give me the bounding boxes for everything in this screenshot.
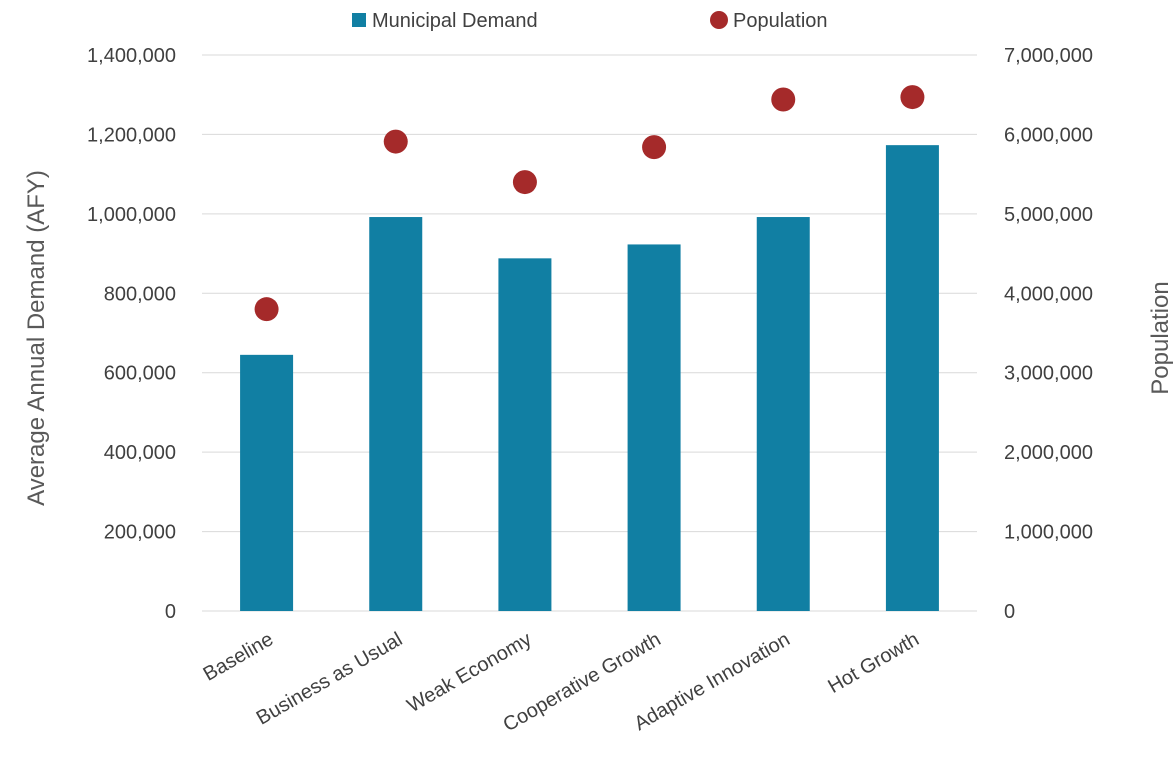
legend: Municipal Demand Population xyxy=(352,10,828,32)
population-point xyxy=(771,87,796,112)
y-axis-right-title: Population xyxy=(1147,281,1173,394)
y-tick-right: 0 xyxy=(1004,601,1015,623)
gridlines xyxy=(202,54,977,612)
y-axis-right-ticks: 0 1,000,000 2,000,000 3,000,000 4,000,000 5,0… xyxy=(1004,45,1093,623)
population-point xyxy=(900,85,925,110)
x-tick-label: Baseline xyxy=(200,628,277,685)
y-axis-left-ticks: 0 200,000 400,000 600,000 800,000 1,000,000 1,… xyxy=(87,45,176,623)
y-axis-left-title: Average Annual Demand (AFY) xyxy=(23,170,50,506)
y-tick-right: 3,000,000 xyxy=(1004,363,1093,385)
y-tick-left: 600,000 xyxy=(104,363,176,385)
bar xyxy=(885,145,939,611)
y-tick-right: 6,000,000 xyxy=(1004,124,1093,146)
y-tick-right: 7,000,000 xyxy=(1004,45,1093,67)
legend-swatch-municipal-demand xyxy=(352,13,366,27)
bar xyxy=(369,217,423,611)
bar-series xyxy=(240,145,939,612)
population-series xyxy=(254,85,925,322)
population-point xyxy=(512,170,537,195)
legend-marker-population xyxy=(710,11,728,29)
y-tick-left: 1,200,000 xyxy=(87,124,176,146)
x-tick-label: Business as Usual xyxy=(253,628,406,729)
y-tick-left: 200,000 xyxy=(104,522,176,544)
y-tick-left: 800,000 xyxy=(104,283,176,305)
y-tick-left: 0 xyxy=(165,601,176,623)
bar xyxy=(240,354,294,611)
population-point xyxy=(642,135,667,160)
bar xyxy=(756,217,810,611)
y-tick-left: 1,400,000 xyxy=(87,45,176,67)
population-point xyxy=(254,297,279,322)
x-tick-label: Weak Economy xyxy=(403,628,535,717)
x-tick-label: Hot Growth xyxy=(824,628,923,698)
y-tick-left: 400,000 xyxy=(104,442,176,464)
legend-label-municipal-demand: Municipal Demand xyxy=(372,10,538,32)
y-tick-right: 5,000,000 xyxy=(1004,204,1093,226)
bar xyxy=(627,244,681,612)
y-tick-right: 4,000,000 xyxy=(1004,283,1093,305)
legend-label-population: Population xyxy=(733,10,828,32)
population-point xyxy=(383,129,408,154)
y-tick-right: 1,000,000 xyxy=(1004,522,1093,544)
bar xyxy=(498,258,552,611)
y-tick-right: 2,000,000 xyxy=(1004,442,1093,464)
y-tick-left: 1,000,000 xyxy=(87,204,176,226)
